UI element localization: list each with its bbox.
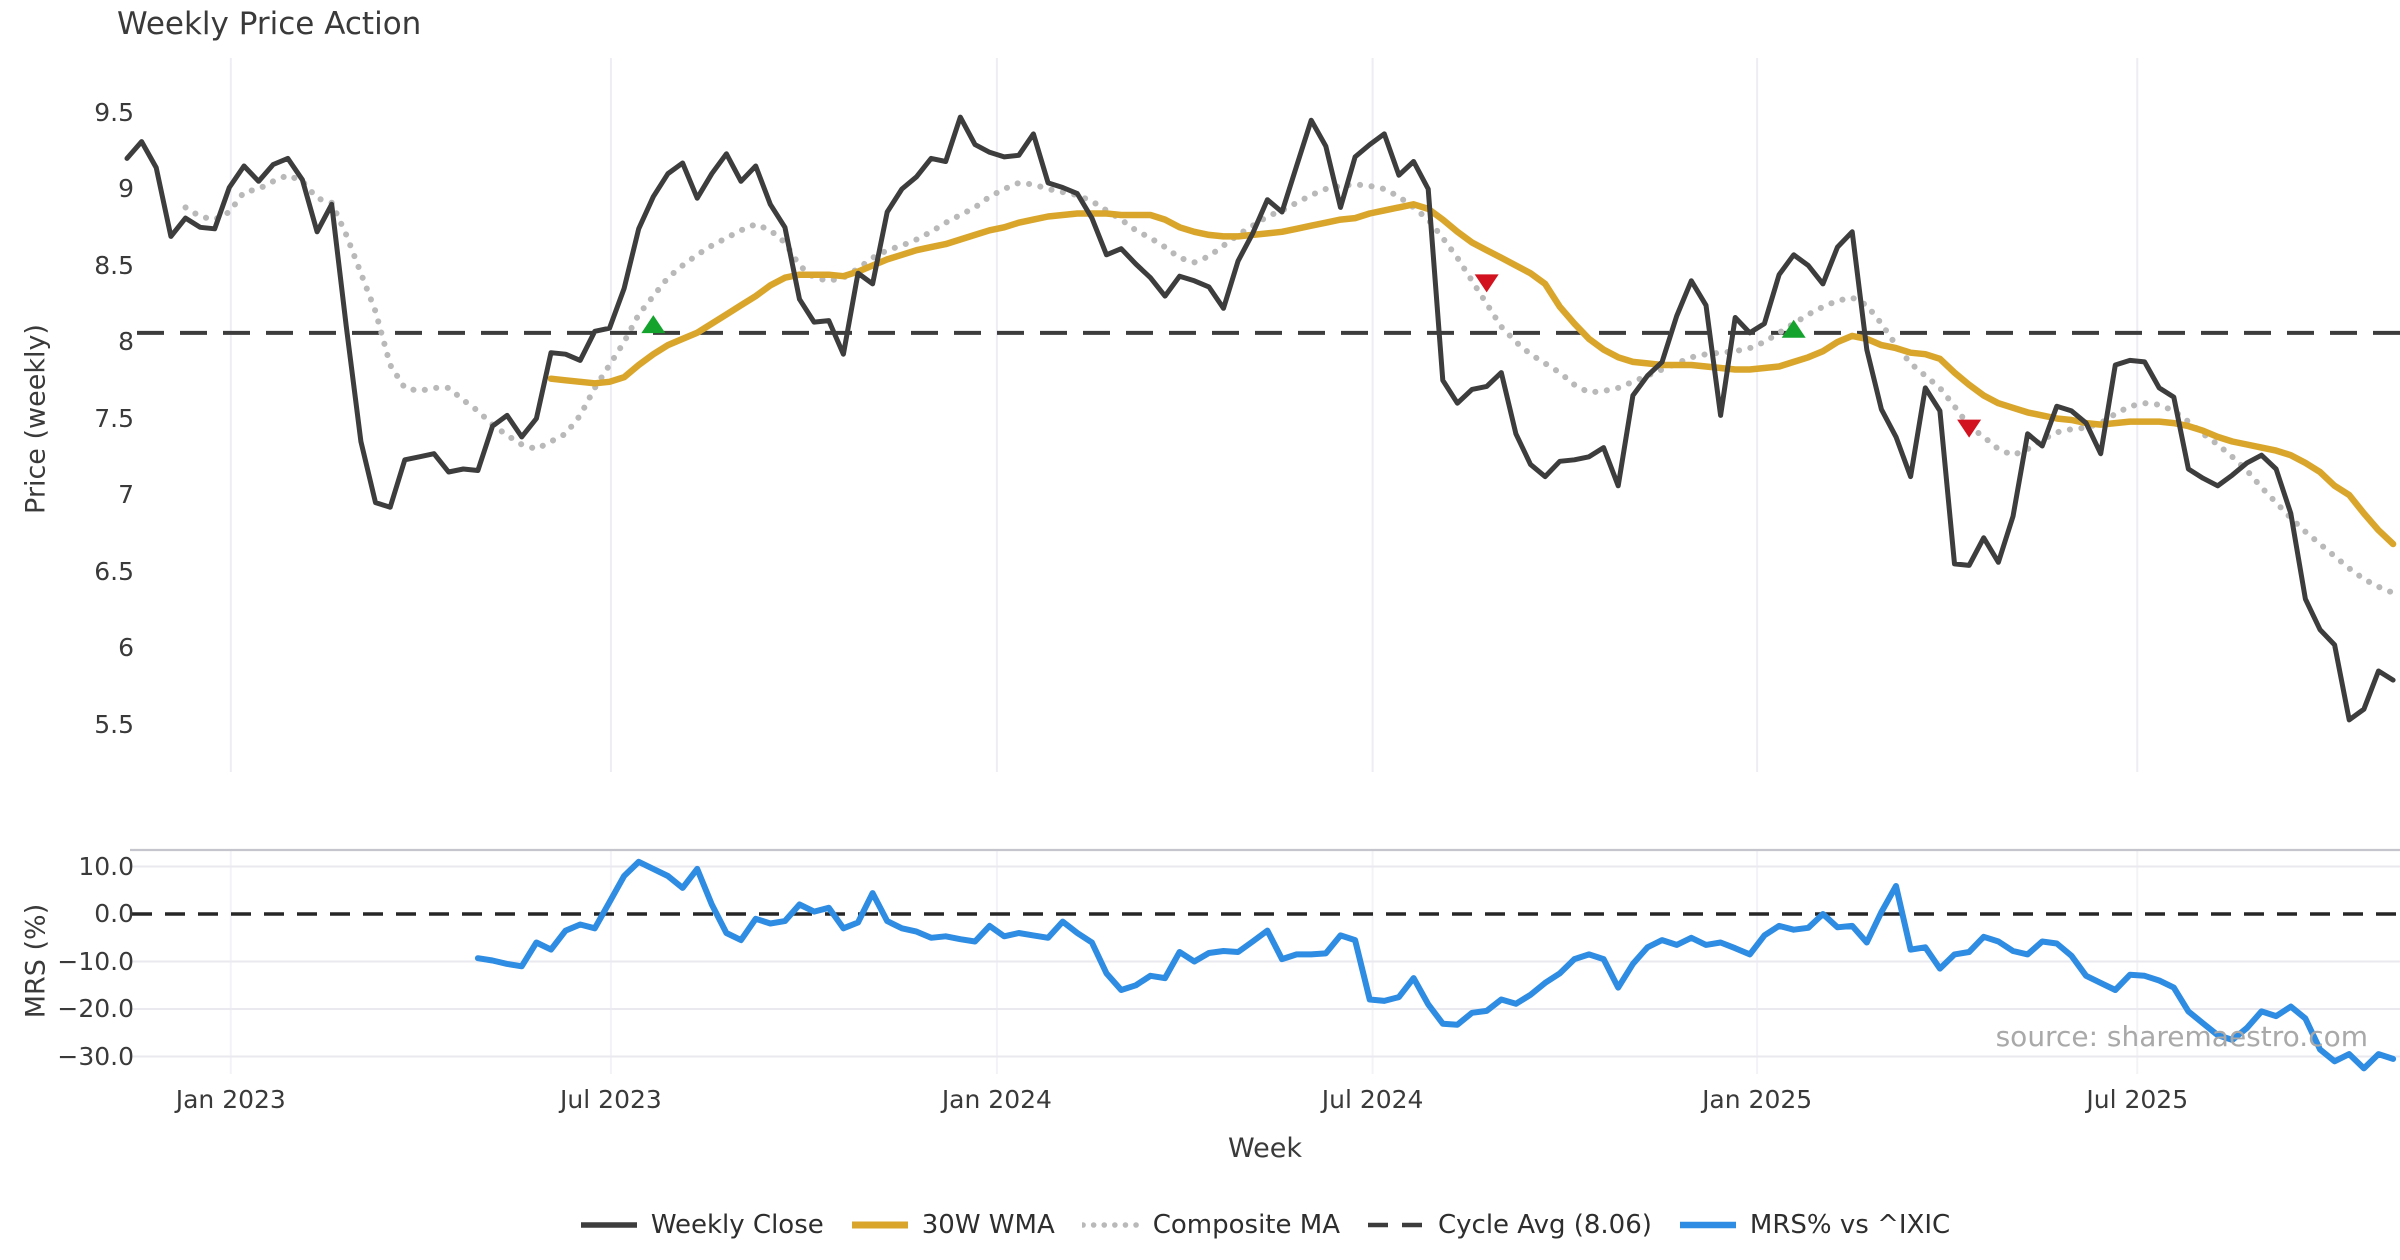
chart-title: Weekly Price Action	[117, 6, 422, 42]
x-tick-label: Jul 2024	[1321, 1085, 1424, 1114]
price-y-tick-label: 7.5	[94, 403, 134, 433]
legend-swatch-solid	[851, 1221, 908, 1229]
legend-item: Weekly Close	[580, 1210, 824, 1240]
composite-ma-line	[182, 172, 2397, 596]
mrs-y-tick-label: −20.0	[57, 994, 134, 1023]
wma-30w-line	[547, 201, 2397, 548]
legend-item: Composite MA	[1081, 1210, 1340, 1240]
x-tick-label: Jul 2025	[2086, 1085, 2189, 1114]
price-y-tick-label: 8.5	[94, 250, 134, 280]
price-y-tick-label: 5.5	[94, 709, 134, 739]
mrs-y-tick-label: −30.0	[57, 1041, 134, 1071]
buy-signal-marker	[641, 315, 666, 334]
x-tick-label: Jan 2024	[941, 1085, 1052, 1114]
weekly-close-line	[124, 114, 2396, 723]
price-y-tick-label: 6.5	[94, 556, 134, 586]
source-watermark: source: sharemaestro.com	[1995, 1020, 2368, 1053]
x-tick-label: Jan 2023	[175, 1085, 286, 1114]
legend-swatch-solid	[580, 1222, 637, 1228]
mrs-y-tick-label: −10.0	[57, 946, 134, 976]
price-y-tick-label: 6	[118, 633, 134, 662]
buy-signal-marker	[1781, 319, 1806, 338]
mrs-y-tick-label: 0.0	[94, 899, 134, 928]
price-y-tick-label: 9.5	[94, 97, 134, 127]
sell-signal-marker	[1957, 419, 1982, 438]
sell-signal-marker	[1474, 274, 1499, 293]
mrs-y-tick-label: 10.0	[78, 851, 134, 881]
legend-label: Weekly Close	[650, 1210, 824, 1240]
legend-label: Composite MA	[1152, 1210, 1340, 1240]
price-y-tick-label: 7	[118, 480, 134, 509]
mrs-line	[474, 858, 2397, 1072]
x-axis-label: Week	[1228, 1133, 1302, 1164]
legend-label: Cycle Avg (8.06)	[1437, 1210, 1652, 1240]
price-axis-label: Price (weekly)	[20, 324, 52, 514]
legend-swatch-solid	[1679, 1221, 1736, 1229]
legend-swatch-dotted	[1081, 1222, 1140, 1228]
legend-label: 30W WMA	[921, 1210, 1055, 1240]
price-y-tick-label: 8	[118, 327, 134, 356]
x-tick-label: Jan 2025	[1702, 1085, 1813, 1114]
legend-item: Cycle Avg (8.06)	[1367, 1210, 1652, 1240]
legend-item: 30W WMA	[851, 1210, 1055, 1240]
price-y-tick-label: 9	[118, 174, 134, 203]
legend-item: MRS% vs ^IXIC	[1679, 1210, 1950, 1240]
x-tick-label: Jul 2023	[560, 1085, 662, 1114]
legend-swatch-dashed	[1367, 1222, 1424, 1228]
legend-label: MRS% vs ^IXIC	[1749, 1210, 1951, 1240]
mrs-axis-label: MRS (%)	[20, 903, 52, 1019]
chart-legend: Weekly Close 30W WMA Composite MA Cycle Avg…	[130, 1210, 2400, 1240]
